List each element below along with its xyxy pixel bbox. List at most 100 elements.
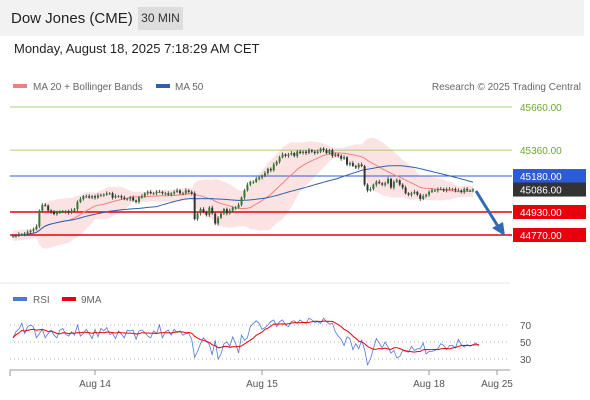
candle-body (32, 229, 35, 231)
candle-body (398, 180, 401, 185)
candle-body (120, 196, 123, 198)
candle-body (299, 151, 302, 154)
candle-body (249, 181, 252, 185)
candle-body (220, 213, 223, 218)
candle-body (258, 177, 261, 179)
candle-body (407, 193, 410, 195)
forecast-arrow-head (492, 222, 505, 236)
candle-body (287, 154, 290, 156)
candle-body (401, 184, 404, 188)
ma50-level-label-2: 45180.00 (520, 172, 562, 183)
candle-body (205, 211, 208, 215)
candle-body (23, 233, 26, 235)
candle-body (340, 155, 343, 159)
candle-body (255, 178, 258, 182)
candle-body (61, 211, 64, 213)
candle-body (105, 193, 108, 195)
resistance-label-0: 45660.00 (520, 103, 562, 114)
candle-body (381, 183, 384, 185)
candle-body (372, 184, 375, 189)
x-tick-label: Aug 18 (413, 379, 445, 390)
ma20-legend-label: MA 20 + Bollinger Bands (33, 82, 143, 93)
candle-body (117, 196, 120, 198)
candle-body (146, 191, 149, 194)
candle-body (193, 193, 196, 220)
x-tick-label: Aug 14 (79, 379, 111, 390)
candle-body (143, 193, 146, 197)
support-label-4: 44930.00 (520, 208, 562, 219)
candle-body (442, 188, 445, 191)
candle-body (94, 196, 97, 198)
candle-body (29, 230, 32, 233)
candle-body (348, 163, 351, 165)
candle-body (307, 150, 310, 154)
candle-body (173, 191, 176, 194)
candle-body (275, 161, 278, 165)
instrument-title: Dow Jones (CME) (11, 10, 133, 27)
candle-body (17, 234, 20, 236)
candle-body (436, 188, 439, 191)
candle-body (38, 210, 41, 227)
candle-body (82, 196, 85, 200)
candle-body (228, 210, 231, 214)
candle-body (351, 163, 354, 166)
x-tick-label: Aug 25 (481, 379, 513, 390)
candle-body (132, 197, 135, 201)
candle-body (79, 199, 82, 202)
candle-body (313, 151, 316, 154)
candle-body (170, 193, 173, 195)
credit-label: Research © 2025 Trading Central (432, 82, 581, 93)
candle-body (26, 232, 29, 234)
candle-body (237, 204, 240, 208)
candle-body (58, 211, 61, 213)
candle-body (135, 200, 138, 202)
candle-body (387, 178, 390, 184)
candle-body (67, 211, 70, 213)
candle-body (41, 204, 44, 211)
candle-body (252, 181, 255, 183)
candle-body (181, 193, 184, 195)
candle-body (225, 209, 228, 214)
candle-body (284, 154, 287, 156)
candle-body (454, 188, 457, 191)
candle-body (290, 153, 293, 155)
rsi-tick-label: 70 (520, 321, 532, 332)
candle-body (261, 176, 264, 178)
rsi-line (12, 317, 480, 367)
candle-body (85, 196, 88, 198)
candle-body (102, 194, 105, 196)
candle-body (410, 193, 413, 195)
candle-body (96, 195, 99, 198)
candle-body (187, 190, 190, 192)
header-bar: Dow Jones (CME) 30 MIN (0, 0, 584, 36)
support-label-bg-4 (513, 204, 586, 219)
candle-body (319, 148, 322, 152)
candle-body (50, 210, 53, 212)
candle-body (14, 235, 17, 237)
resistance-label-1: 45360.00 (520, 146, 562, 157)
candle-body (73, 209, 76, 211)
candle-body (152, 193, 155, 195)
candle-body (231, 207, 234, 211)
candle-body (202, 209, 205, 212)
candle-body (184, 190, 187, 194)
candle-body (334, 154, 337, 156)
rsi-tick-label: 50 (520, 338, 532, 349)
candle-body (384, 183, 387, 185)
candle-body (158, 191, 161, 193)
candle-body (416, 191, 419, 195)
ma50-legend-swatch (156, 84, 170, 88)
candle-body (190, 191, 193, 194)
candle-body (354, 165, 357, 168)
candle-body (428, 191, 431, 195)
timeframe-button[interactable]: 30 MIN (138, 7, 183, 30)
candle-body (304, 151, 307, 154)
candle-body (328, 150, 331, 154)
candle-body (70, 210, 73, 213)
candle-body (448, 188, 451, 190)
candle-body (366, 184, 369, 191)
candle-body (337, 154, 340, 156)
ma20-legend-swatch (13, 84, 27, 88)
candle-body (310, 150, 313, 152)
candle-body (123, 197, 126, 200)
